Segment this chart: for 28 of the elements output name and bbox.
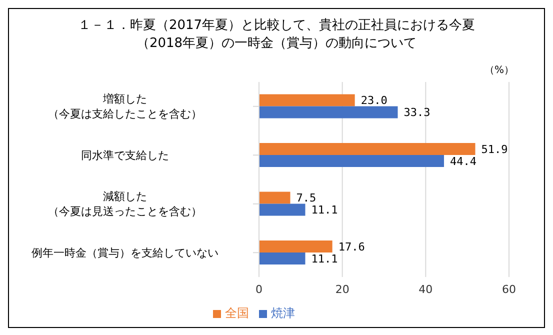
text: （%）: [484, 65, 514, 76]
y-tick-label: 例年一時金（賞与）を支給していない: [32, 246, 218, 260]
data-label: 7.5: [296, 192, 316, 205]
data-label: 44.4: [450, 154, 477, 168]
x-tick-label: 0: [256, 282, 262, 296]
bar: [259, 192, 290, 204]
data-label: 17.6: [338, 240, 365, 254]
data-label: 11.1: [311, 252, 338, 266]
bar: [259, 106, 398, 118]
bar: [259, 252, 306, 264]
bar: [259, 142, 476, 155]
legend-label: 焼津: [271, 306, 295, 320]
bar: [259, 204, 306, 216]
x-tick-label: 20: [335, 282, 350, 296]
data-label: 51.9: [481, 142, 508, 156]
y-tick-label: 減額した（今夏は見送ったことを含む）: [48, 190, 202, 218]
x-tick-label: 40: [418, 282, 433, 296]
legend-label: 全国: [225, 306, 249, 320]
data-label: 23.0: [360, 94, 388, 108]
data-label: 33.3: [404, 106, 430, 120]
bar: [259, 154, 444, 167]
y-tick-label: 増額した（今夏は支給したことを含む）: [48, 92, 202, 121]
chart-title: １－１．昨夏（2017年夏）と比較して、貴社の正社員における今夏（2018年夏）の一時金（賞与）の動向について: [76, 17, 476, 53]
y-tick-label: 同水準で支給した: [81, 148, 169, 162]
bar: [259, 240, 332, 252]
bar: [259, 94, 355, 106]
x-tick-label: 60: [502, 282, 516, 296]
data-label: 11.1: [311, 204, 338, 217]
